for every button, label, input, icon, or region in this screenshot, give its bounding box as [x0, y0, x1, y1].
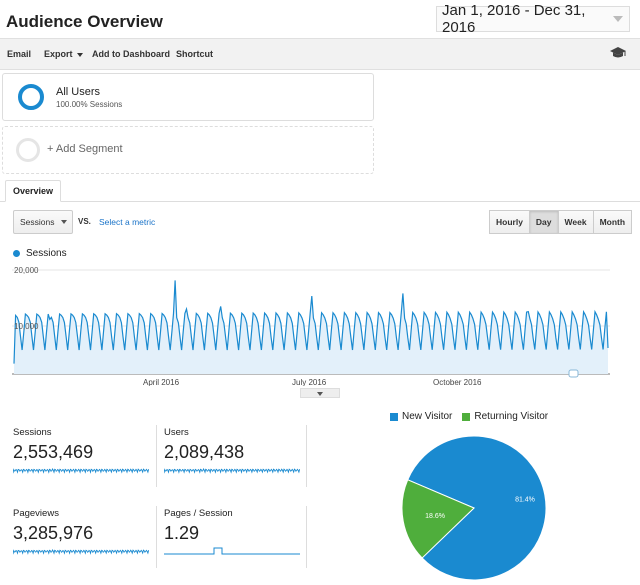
stat-value: 2,089,438 [164, 442, 245, 462]
add-to-dashboard-button[interactable]: Add to Dashboard [92, 49, 170, 59]
sparkline-series [12, 549, 150, 555]
pie-slice-new-visitor[interactable] [407, 435, 547, 581]
stat-label: Sessions [13, 427, 52, 438]
stat-pages-per-session[interactable]: Pages / Session 1.29 [164, 508, 300, 563]
stat-value: 3,285,976 [13, 523, 94, 543]
divider [306, 506, 307, 568]
range-month-button[interactable]: Month [592, 210, 633, 234]
visitor-pie-chart[interactable]: 81.4% 18.6% [396, 432, 556, 584]
tab-overview[interactable]: Overview [5, 180, 61, 202]
divider [306, 425, 307, 487]
x-tick-label: April 2016 [143, 378, 180, 386]
caret-down-icon [76, 52, 83, 57]
metric-select-label: Sessions [20, 217, 55, 227]
select-metric-link[interactable]: Select a metric [99, 217, 156, 227]
add-segment-ring-icon [16, 138, 40, 162]
chart-expand-handle[interactable] [300, 388, 340, 398]
sessions-sparkline [12, 468, 150, 474]
add-segment-box[interactable] [2, 126, 374, 174]
annotation-marker[interactable] [568, 369, 579, 378]
tab-divider [0, 201, 640, 202]
sessions-line [13, 280, 609, 364]
shortcut-button[interactable]: Shortcut [176, 49, 213, 59]
stat-users[interactable]: Users 2,089,438 [163, 427, 301, 482]
pie-legend: New Visitor Returning Visitor [390, 411, 548, 422]
y-tick-label: 20,000 [14, 266, 39, 275]
stat-label: Users [164, 427, 189, 438]
pie-legend-returning: Returning Visitor [474, 411, 549, 422]
stat-pageviews[interactable]: Pageviews 3,285,976 [12, 508, 150, 563]
legend-swatch [462, 412, 471, 421]
pie-slice-label: 18.6% [425, 513, 445, 520]
export-button[interactable]: Export [44, 49, 83, 59]
sessions-area [14, 280, 608, 374]
range-week-button[interactable]: Week [557, 210, 594, 234]
date-range-label: Jan 1, 2016 - Dec 31, 2016 [442, 2, 586, 36]
sparkline-series [164, 547, 300, 555]
x-tick-label: October 2016 [433, 378, 482, 386]
legend-swatch [390, 412, 398, 421]
graduation-cap-icon[interactable] [610, 47, 626, 59]
sessions-chart[interactable]: 20,000 10,000 April 2016 July 2016 Octob… [0, 262, 640, 386]
y-tick-label: 10,000 [14, 322, 39, 331]
pie-legend-new: New Visitor [402, 411, 453, 422]
divider [156, 425, 157, 487]
stat-value: 2,553,469 [13, 442, 94, 462]
email-button[interactable]: Email [7, 49, 32, 59]
sessions-legend-label: Sessions [26, 248, 67, 259]
range-day-button[interactable]: Day [528, 210, 559, 234]
caret-down-icon [317, 392, 323, 396]
segment-subtitle: 100.00% Sessions [56, 100, 123, 109]
export-label: Export [44, 49, 73, 59]
metric-select[interactable]: Sessions [13, 210, 73, 234]
stat-label: Pages / Session [164, 508, 233, 519]
chevron-down-icon [613, 16, 623, 22]
page-title: Audience Overview [6, 12, 163, 31]
caret-down-icon [61, 220, 67, 224]
segment-name: All Users [56, 86, 101, 98]
range-hourly-button[interactable]: Hourly [489, 210, 530, 234]
stat-label: Pageviews [13, 508, 59, 519]
segment-ring-icon [18, 84, 44, 110]
vs-label: VS. [78, 217, 91, 226]
segment-all-users[interactable] [2, 73, 374, 121]
pie-slice-label: 81.4% [515, 497, 535, 504]
stat-value: 1.29 [164, 523, 200, 543]
report-toolbar: Email Export Add to Dashboard Shortcut [0, 38, 640, 70]
sessions-legend-dot [13, 250, 20, 257]
sparkline-series [12, 468, 150, 474]
pages-per-session-sparkline [164, 547, 300, 555]
add-segment-label[interactable]: + Add Segment [47, 143, 123, 155]
date-range-picker[interactable]: Jan 1, 2016 - Dec 31, 2016 [436, 2, 630, 36]
pie-slice-returning-visitor[interactable] [401, 479, 475, 559]
divider [156, 506, 157, 568]
x-tick-label: July 2016 [292, 378, 327, 386]
users-sparkline [163, 468, 301, 474]
sparkline-series [163, 468, 301, 474]
range-buttons: Hourly Day Week Month [489, 210, 633, 234]
stat-sessions[interactable]: Sessions 2,553,469 [12, 427, 150, 482]
pageviews-sparkline [12, 549, 150, 555]
